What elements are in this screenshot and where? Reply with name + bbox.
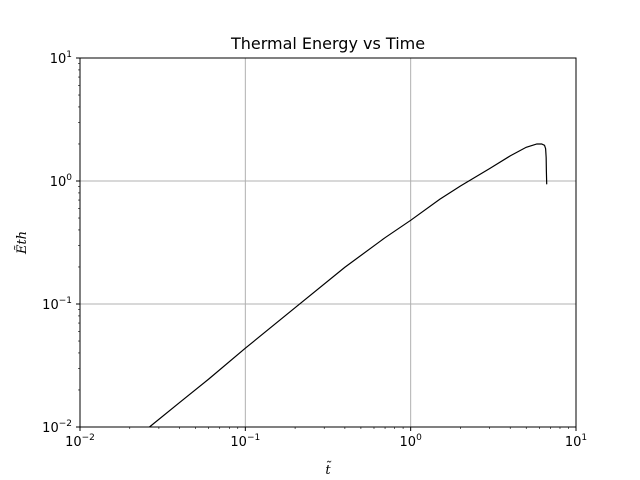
x-axis-label: t̃ (325, 461, 331, 478)
x-tick-exponent: −1 (247, 433, 260, 443)
plot-frame (79, 57, 577, 428)
x-tick-exponent: 1 (581, 433, 587, 443)
x-tick-label: 100 (400, 433, 423, 450)
y-tick-exponent: −1 (59, 296, 72, 306)
x-tick-label: 10−1 (230, 433, 260, 450)
x-tick-exponent: −2 (82, 433, 95, 443)
x-tick-label: 101 (565, 433, 587, 450)
y-tick-base: 10 (50, 52, 67, 67)
y-tick-base: 10 (42, 421, 59, 436)
x-tick-label: 10−2 (65, 433, 95, 450)
x-tick-exponent: 0 (416, 433, 422, 443)
series-layer (149, 143, 548, 428)
x-tick-base: 10 (65, 435, 82, 450)
y-tick-exponent: 0 (66, 173, 72, 183)
y-tick-label: 10−2 (42, 419, 72, 436)
series-line-0 (149, 143, 548, 428)
y-tick-label: 100 (50, 173, 73, 190)
y-tick-label: 101 (50, 50, 72, 67)
x-tick-base: 10 (565, 435, 582, 450)
y-tick-base: 10 (42, 298, 59, 313)
y-axis-label: Ẽth (14, 231, 30, 255)
x-tick-base: 10 (230, 435, 247, 450)
y-tick-base: 10 (50, 175, 67, 190)
y-tick-label: 10−1 (42, 296, 72, 313)
grid (80, 58, 576, 427)
chart-title: Thermal Energy vs Time (230, 34, 425, 53)
y-tick-exponent: −2 (59, 419, 72, 429)
x-tick-base: 10 (400, 435, 417, 450)
y-tick-exponent: 1 (66, 50, 72, 60)
